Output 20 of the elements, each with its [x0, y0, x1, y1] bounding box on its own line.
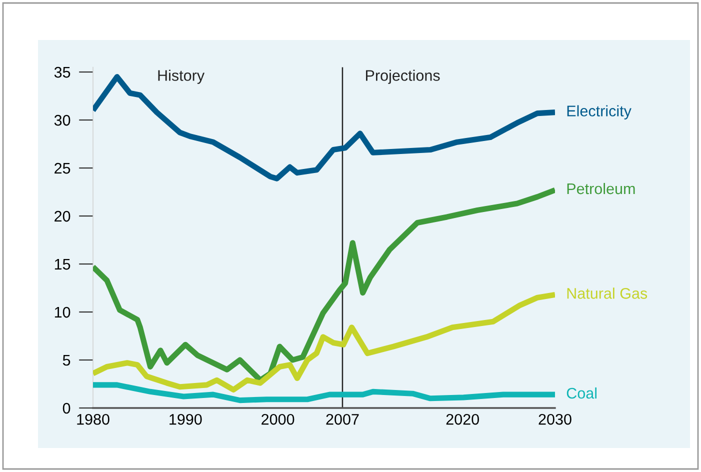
x-tick-label: 1980 — [77, 414, 110, 425]
x-tick-label: 2007 — [326, 414, 359, 425]
y-tick-label: 30 — [54, 114, 70, 126]
y-tick-label: 0 — [62, 402, 70, 414]
x-tick-label: 2030 — [538, 414, 572, 425]
y-tick-label: 25 — [54, 162, 70, 174]
y-tick-label: 10 — [54, 306, 70, 318]
series-label: Petroleum — [567, 182, 635, 194]
y-tick-label: 35 — [54, 66, 70, 78]
annotation: History — [158, 70, 205, 84]
series-label: Natural Gas — [567, 288, 648, 299]
y-tick-label: 20 — [54, 210, 70, 222]
y-tick-label: 5 — [62, 355, 70, 366]
y-tick-label: 15 — [54, 259, 70, 270]
series-label: Coal — [566, 387, 597, 399]
x-tick-label: 2000 — [262, 414, 294, 425]
annotation: Projections — [366, 70, 440, 84]
x-tick-label: 2020 — [446, 414, 479, 425]
series-label: Electricity — [567, 105, 632, 120]
x-tick-label: 1990 — [170, 414, 202, 425]
